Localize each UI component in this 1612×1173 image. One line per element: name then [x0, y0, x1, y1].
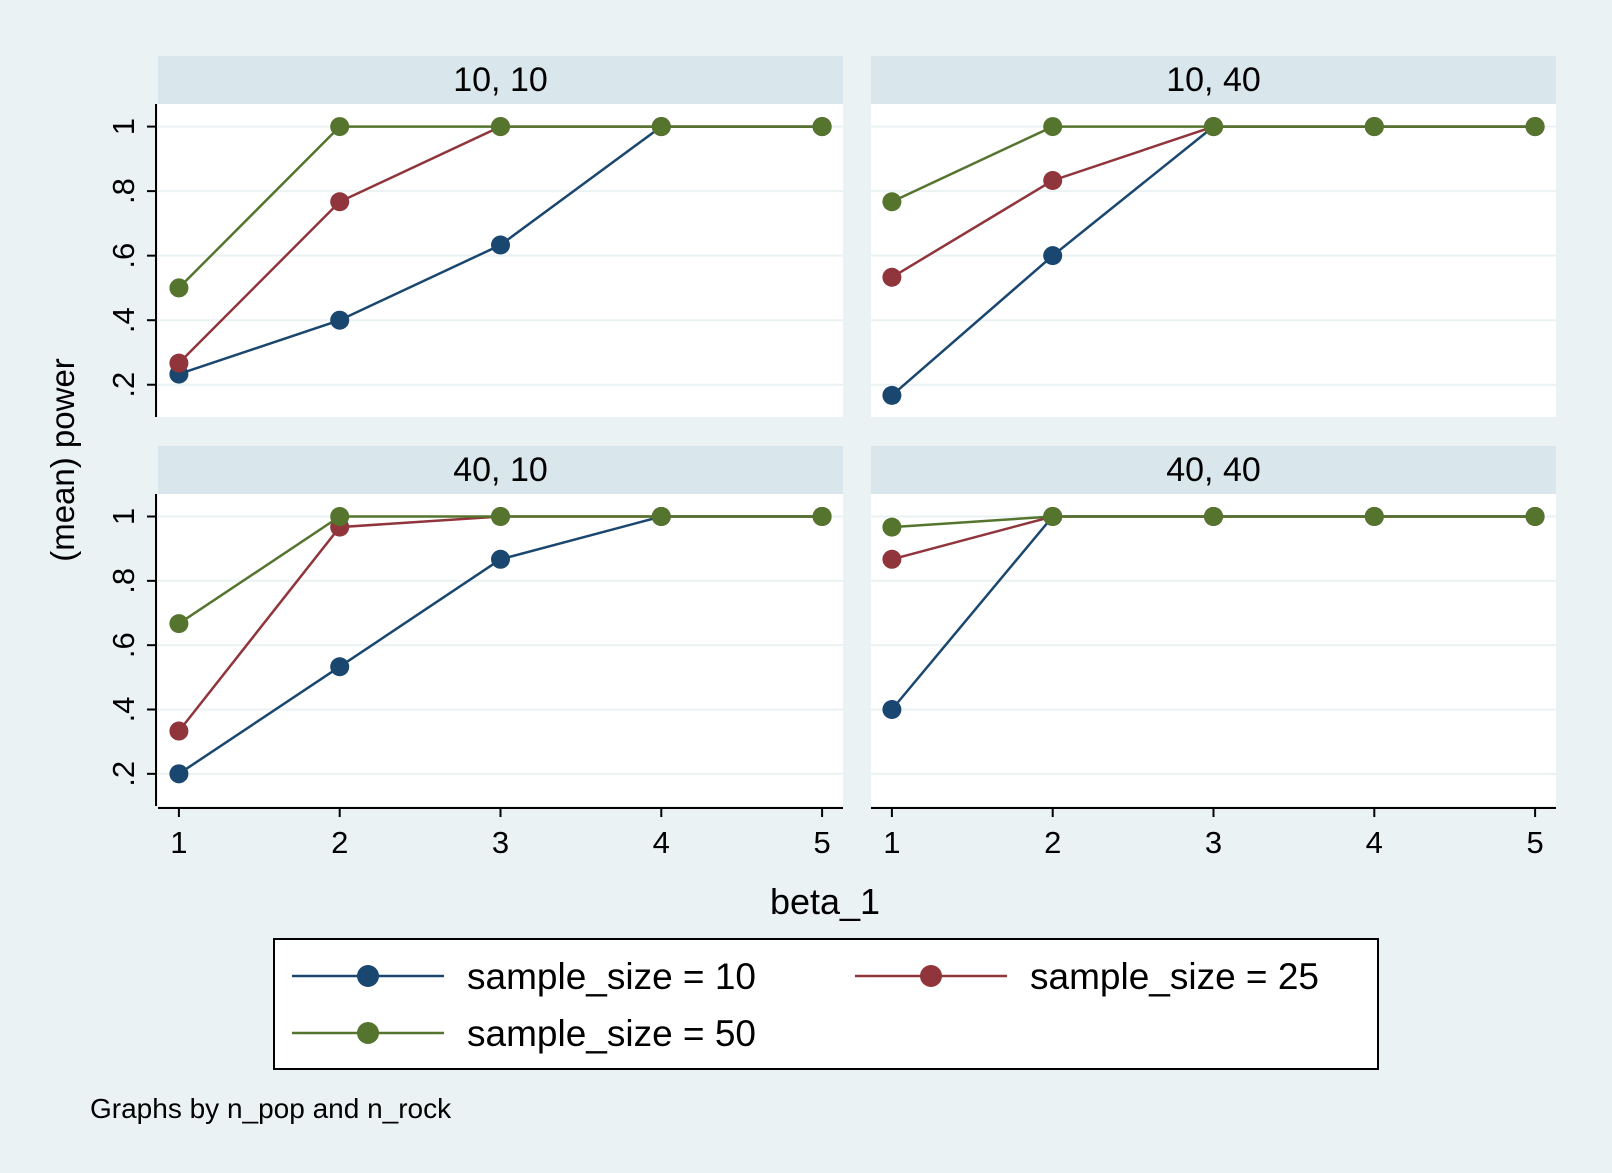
data-point	[1204, 117, 1223, 137]
legend-marker	[357, 1022, 379, 1044]
data-point	[882, 192, 902, 212]
data-point	[812, 507, 832, 527]
panel-header	[158, 446, 843, 494]
x-tick-label: 5	[1526, 825, 1543, 860]
data-point	[169, 764, 189, 784]
data-point	[882, 267, 902, 287]
legend-item: sample_size = 50	[292, 1013, 756, 1054]
data-point	[330, 117, 350, 137]
data-point	[1364, 507, 1384, 527]
legend: sample_size = 10 sample_size = 25 sample_s…	[273, 938, 1379, 1070]
panel-header	[871, 56, 1556, 104]
y-tick-label: .8	[106, 178, 141, 204]
x-tick-label: 5	[813, 825, 830, 860]
plot-area	[158, 104, 843, 417]
legend-label: sample_size = 10	[467, 956, 756, 997]
data-point	[491, 549, 510, 569]
data-point	[651, 117, 671, 137]
x-axis-label: beta_1	[770, 881, 880, 922]
data-point	[1043, 117, 1063, 137]
data-point	[169, 721, 189, 741]
data-point	[330, 310, 350, 330]
legend-box	[273, 938, 1379, 1070]
data-point	[1204, 507, 1223, 527]
data-point	[882, 549, 902, 569]
x-tick-label: 2	[1044, 825, 1061, 860]
y-tick-label: .8	[106, 568, 141, 594]
data-point	[1525, 507, 1545, 527]
data-point	[491, 117, 510, 137]
legend-item: sample_size = 25	[855, 956, 1319, 997]
y-tick-label: .6	[106, 632, 141, 658]
y-tick-label: .6	[106, 243, 141, 269]
data-point	[330, 657, 350, 677]
panel-10-10: 10, 10	[158, 56, 843, 417]
legend-label: sample_size = 50	[467, 1013, 756, 1054]
panels: 10, 10 10, 40 40, 10 40, 40	[158, 56, 1556, 806]
y-tick-label: 1	[106, 118, 141, 135]
y-tick-label: .2	[106, 372, 141, 398]
y-axis-label: (mean) power	[44, 358, 81, 562]
data-point	[1043, 507, 1063, 527]
panel-title: 10, 10	[453, 61, 548, 99]
y-tick-label: .4	[106, 307, 141, 333]
data-point	[882, 700, 902, 720]
data-point	[1043, 170, 1063, 190]
legend-item: sample_size = 10	[292, 956, 756, 997]
data-point	[169, 614, 189, 634]
x-tick-label: 3	[1205, 825, 1222, 860]
data-point	[491, 235, 510, 255]
data-point	[812, 117, 832, 137]
graphs-by-note: Graphs by n_pop and n_rock	[90, 1093, 452, 1124]
x-tick-label: 1	[883, 825, 900, 860]
data-point	[491, 507, 510, 527]
data-point	[1525, 117, 1545, 137]
panel-header	[871, 446, 1556, 494]
panel-title: 10, 40	[1166, 61, 1261, 99]
panel-title: 40, 40	[1166, 451, 1261, 489]
axes: .2 .4 .6 .8 1 .2 .4 .6 .8 1 1 2 3 4 5 1 2 3 4 5	[106, 104, 1556, 860]
x-tick-label: 4	[653, 825, 670, 860]
data-point	[169, 353, 189, 373]
legend-marker	[357, 965, 379, 987]
y-tick-label: .2	[106, 761, 141, 787]
data-point	[330, 192, 350, 212]
x-tick-label: 4	[1366, 825, 1383, 860]
plot-area	[158, 494, 843, 806]
panel-40-40: 40, 40	[871, 446, 1556, 806]
panel-header	[158, 56, 843, 104]
x-tick-label: 2	[331, 825, 348, 860]
x-tick-label: 3	[492, 825, 509, 860]
panel-40-10: 40, 10	[158, 446, 843, 806]
x-tick-label: 1	[170, 825, 187, 860]
panel-title: 40, 10	[453, 451, 548, 489]
plot-area	[871, 494, 1556, 806]
legend-marker	[920, 965, 942, 987]
data-point	[882, 385, 902, 405]
data-point	[169, 278, 189, 298]
data-point	[1043, 246, 1063, 266]
data-point	[651, 507, 671, 527]
panel-10-40: 10, 40	[871, 56, 1556, 417]
data-point	[330, 507, 350, 527]
data-point	[882, 517, 902, 537]
legend-label: sample_size = 25	[1030, 956, 1319, 997]
y-tick-label: .4	[106, 697, 141, 723]
plot-area	[871, 104, 1556, 417]
y-tick-label: 1	[106, 508, 141, 525]
data-point	[1364, 117, 1384, 137]
